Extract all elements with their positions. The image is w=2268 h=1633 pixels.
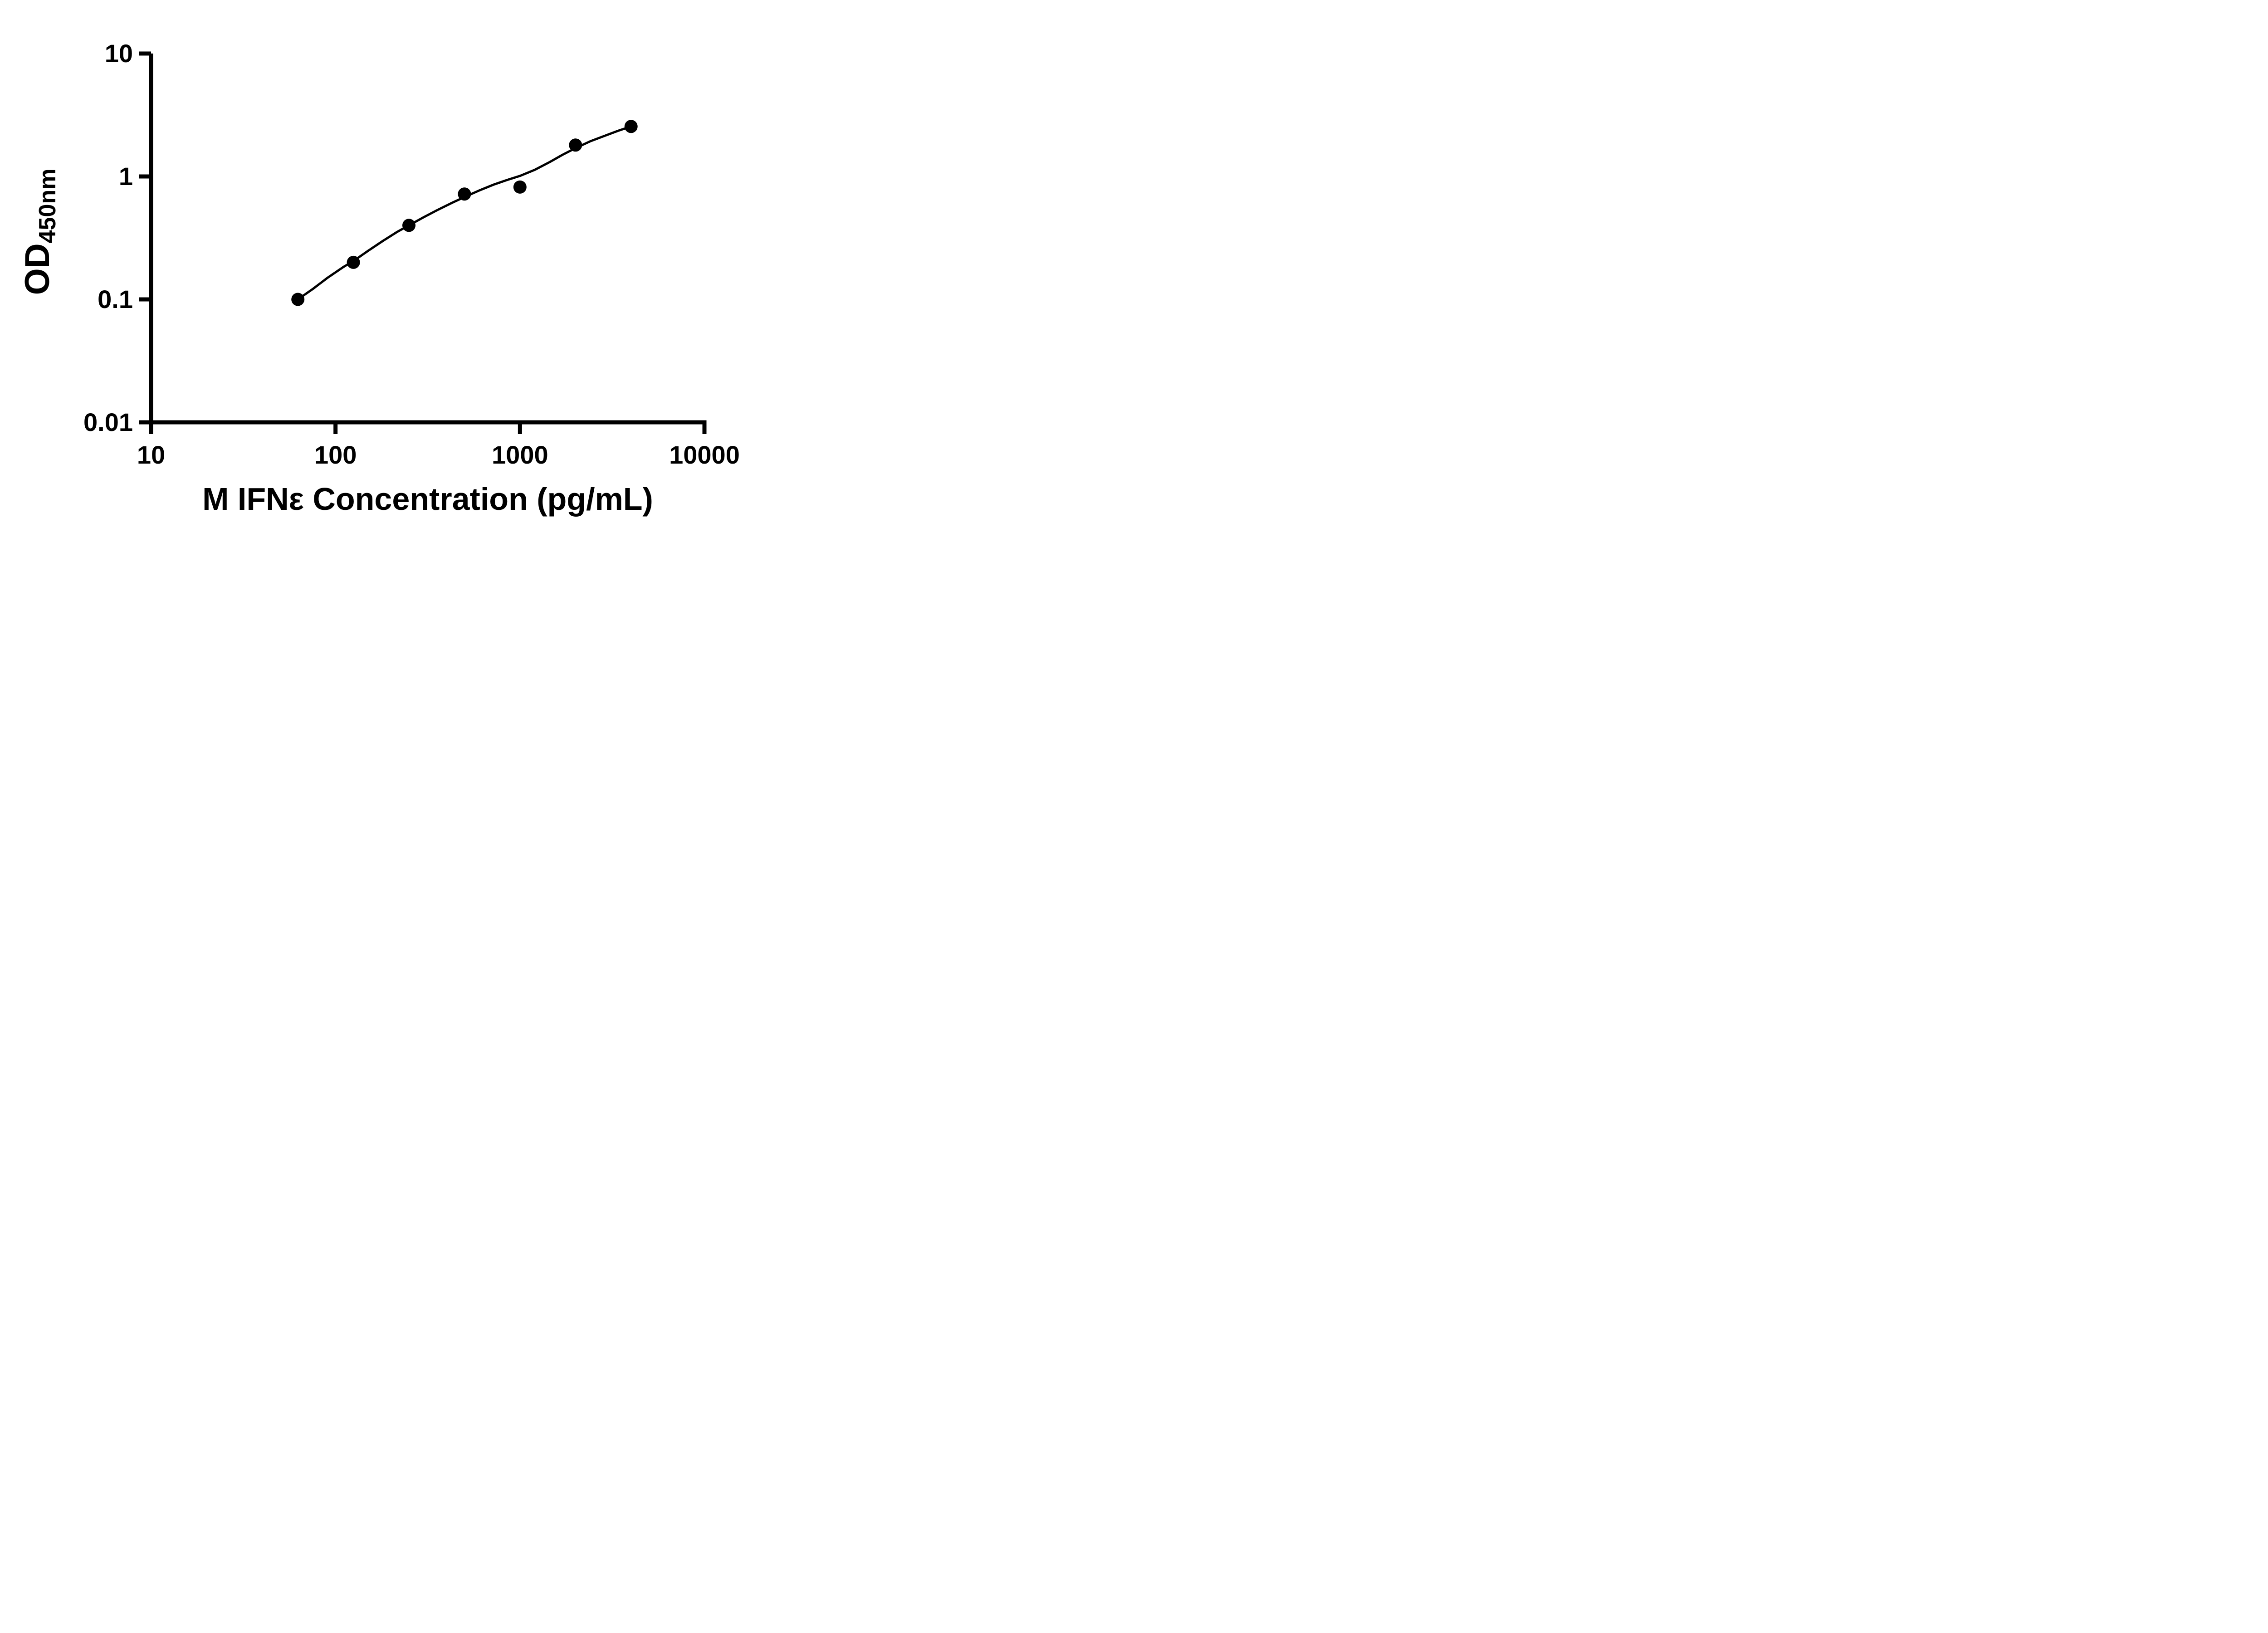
x-tick-label: 10	[137, 440, 165, 469]
y-axis-title-main: OD	[18, 243, 57, 295]
data-point-marker	[513, 180, 527, 194]
y-tick-label: 10	[105, 39, 133, 68]
chart-figure: 10 100 1000 10000 0.01 0.1 1 10 M IFNε Concentr…	[0, 0, 777, 544]
fit-curve-group	[297, 125, 631, 301]
y-tick-label: 0.1	[98, 285, 133, 313]
x-tick-label: 1000	[492, 440, 548, 469]
x-tick-label: 100	[314, 440, 357, 469]
ticks-group	[139, 51, 707, 434]
x-axis-title: M IFNε Concentration (pg/mL)	[202, 481, 653, 517]
x-tick-label: 10000	[669, 440, 740, 469]
data-point-marker	[402, 219, 415, 232]
y-tick-label: 0.01	[83, 408, 133, 436]
data-point-marker	[569, 138, 582, 152]
y-tick-label: 1	[119, 162, 133, 191]
standard-curve-plot: 10 100 1000 10000 0.01 0.1 1 10 M IFNε Concentr…	[18, 39, 740, 517]
axes-group	[149, 54, 707, 425]
data-point-marker	[624, 120, 638, 133]
data-points-group	[291, 120, 638, 306]
tick-labels-group: 10 100 1000 10000 0.01 0.1 1 10	[83, 39, 740, 469]
data-point-marker	[291, 293, 305, 306]
data-point-marker	[458, 187, 471, 201]
data-point-marker	[347, 255, 360, 269]
fit-curve-path	[297, 125, 631, 301]
y-axis-title-subscript: 450nm	[34, 169, 61, 244]
y-axis-title: OD450nm	[18, 169, 61, 295]
